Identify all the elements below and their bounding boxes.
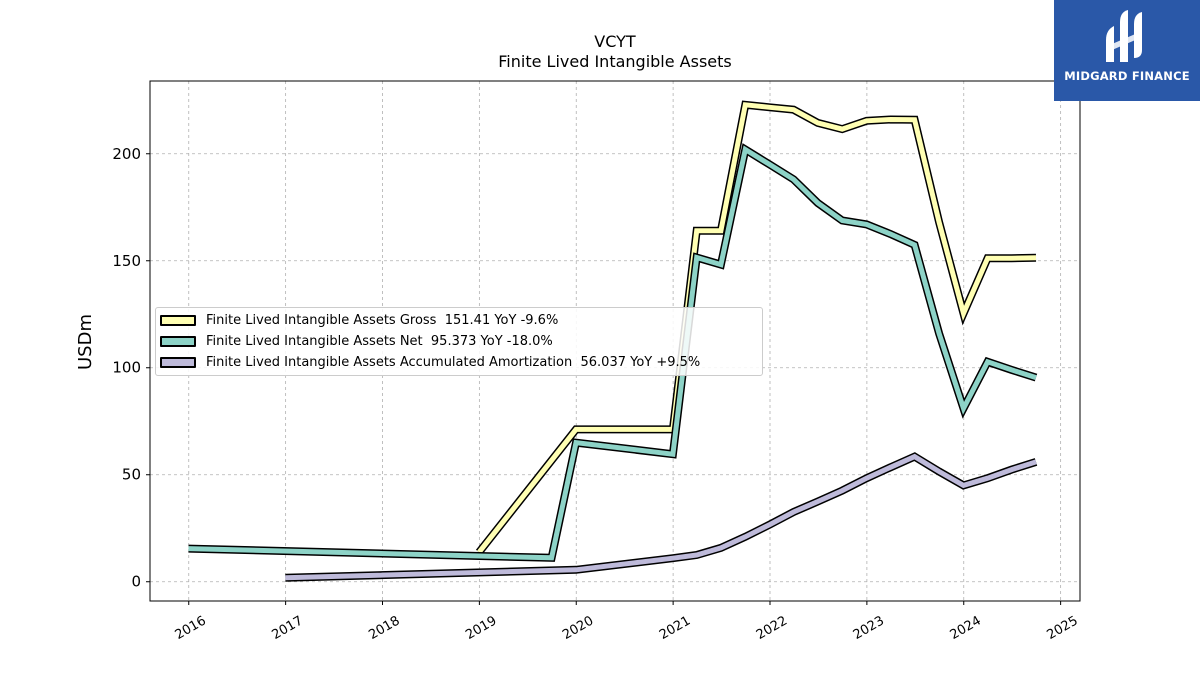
y-tick-label: 200 xyxy=(112,145,141,163)
legend-label-amortization: Finite Lived Intangible Assets Accumulat… xyxy=(206,354,701,370)
legend-item-amortization: Finite Lived Intangible Assets Accumulat… xyxy=(160,352,700,372)
legend-swatch-net xyxy=(160,335,196,347)
y-axis-label: USDm xyxy=(75,314,96,370)
series-line-amortization xyxy=(285,453,1037,581)
chart-subtitle: Finite Lived Intangible Assets xyxy=(498,52,731,71)
x-tick-label: 2025 xyxy=(1044,613,1080,643)
x-tick-label: 2022 xyxy=(754,613,790,643)
chart-title: VCYT xyxy=(594,32,636,51)
logo-text: MIDGARD FINANCE xyxy=(1064,69,1190,83)
x-tick-label: 2023 xyxy=(851,613,887,643)
y-tick-label: 150 xyxy=(112,252,141,270)
x-tick-label: 2019 xyxy=(463,613,499,643)
x-tick-label: 2024 xyxy=(948,613,984,643)
x-tick-label: 2016 xyxy=(173,613,209,643)
y-tick-label: 0 xyxy=(131,573,141,591)
y-tick-label: 50 xyxy=(122,466,141,484)
midgard-finance-logo: MIDGARD FINANCE xyxy=(1054,0,1200,101)
legend-item-net: Finite Lived Intangible Assets Net 95.37… xyxy=(160,331,553,351)
chart-legend: Finite Lived Intangible Assets Gross 151… xyxy=(155,307,763,376)
logo-mark-icon xyxy=(1106,10,1142,62)
x-tick-label: 2021 xyxy=(657,613,693,643)
legend-item-gross: Finite Lived Intangible Assets Gross 151… xyxy=(160,310,558,330)
x-tick-label: 2018 xyxy=(366,613,402,643)
series-line-net xyxy=(188,145,1037,561)
legend-swatch-gross xyxy=(160,314,196,326)
legend-swatch-amortization xyxy=(160,356,196,368)
legend-label-gross: Finite Lived Intangible Assets Gross 151… xyxy=(206,312,559,328)
legend-label-net: Finite Lived Intangible Assets Net 95.37… xyxy=(206,333,553,349)
plot-frame xyxy=(149,80,1081,602)
x-tick-label: 2020 xyxy=(560,613,596,643)
x-tick-label: 2017 xyxy=(269,613,305,643)
y-tick-label: 100 xyxy=(112,359,141,377)
